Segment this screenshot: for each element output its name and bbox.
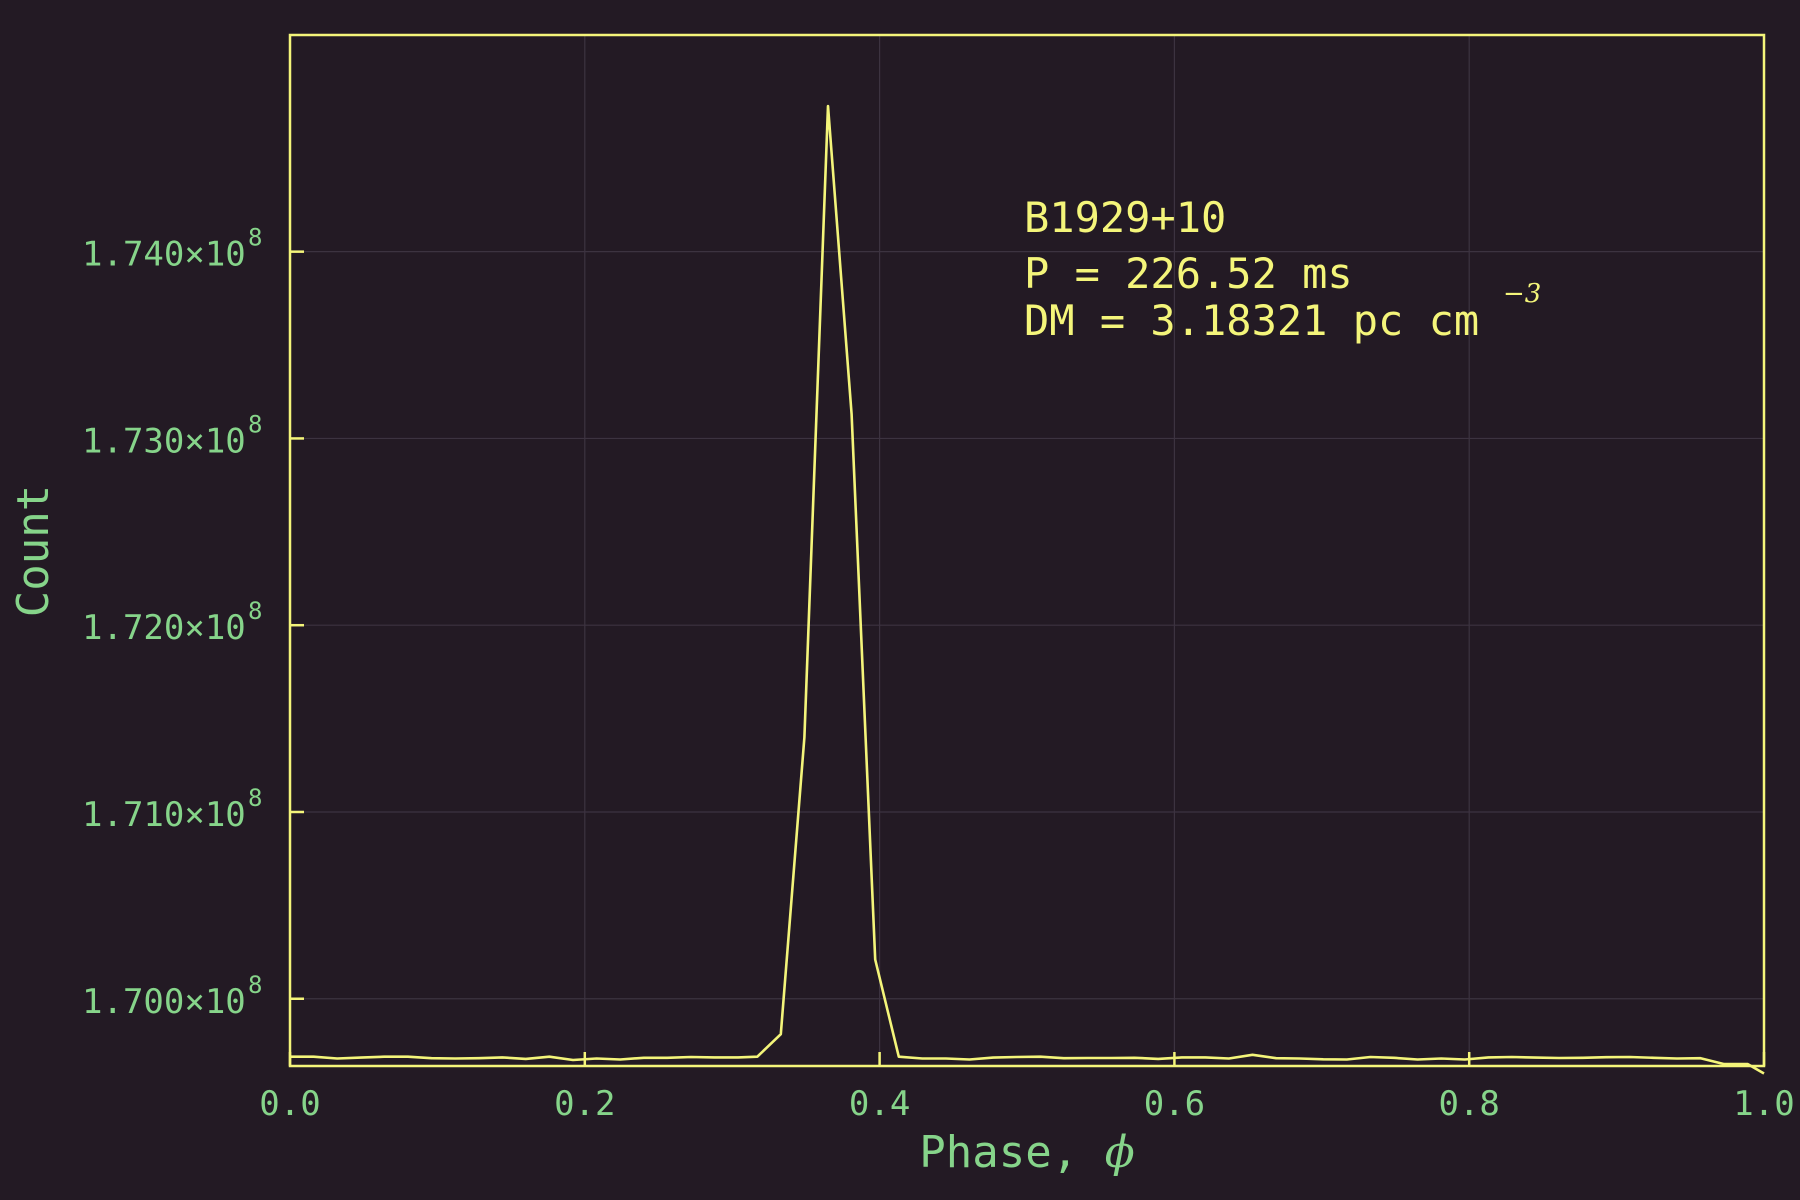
- x-tick-label: 0.4: [849, 1084, 910, 1124]
- x-tick-label: 0.2: [554, 1084, 615, 1124]
- annotation-period: P = 226.52 ms: [1024, 249, 1353, 298]
- grid-lines: [289, 35, 1765, 1066]
- phi-symbol: ϕ: [1105, 1127, 1135, 1178]
- annotation-dm: DM = 3.18321 pc cm: [1024, 296, 1479, 345]
- x-axis: 0.0 0.2 0.4 0.6 0.8 1.0: [259, 1052, 1795, 1124]
- plot-frame: [288, 33, 1766, 1068]
- y-tick-label: 1.710×10: [82, 795, 246, 835]
- y-tick-label: 1.700×10: [82, 982, 246, 1022]
- y-tick-exponent: 8: [248, 410, 262, 438]
- y-axis-title: Count: [8, 485, 59, 617]
- annotation-pulsar-name: B1929+10: [1024, 193, 1226, 242]
- y-tick-label: 1.740×10: [82, 235, 246, 275]
- annotation-box: B1929+10 P = 226.52 ms DM = 3.18321 pc c…: [1024, 193, 1541, 345]
- y-tick-exponent: 8: [248, 597, 262, 625]
- x-tick-label: 0.8: [1438, 1084, 1499, 1124]
- series-line: [290, 104, 1765, 1075]
- x-axis-title: Phase, ϕ: [919, 1127, 1134, 1178]
- y-tick-label: 1.730×10: [82, 421, 246, 461]
- x-tick-label: 1.0: [1733, 1084, 1794, 1124]
- y-tick-label: 1.720×10: [82, 608, 246, 648]
- y-axis: 1.700×10 81.710×10 81.720×10 81.730×10 81.74…: [82, 224, 304, 1022]
- x-tick-label: 0.0: [259, 1084, 320, 1124]
- y-tick-exponent: 8: [248, 784, 262, 812]
- series-layer: [290, 104, 1765, 1075]
- y-tick-exponent: 8: [248, 224, 262, 252]
- y-tick-exponent: 8: [248, 971, 262, 999]
- x-tick-label: 0.6: [1144, 1084, 1205, 1124]
- annotation-dm-exponent: −3: [1503, 279, 1541, 309]
